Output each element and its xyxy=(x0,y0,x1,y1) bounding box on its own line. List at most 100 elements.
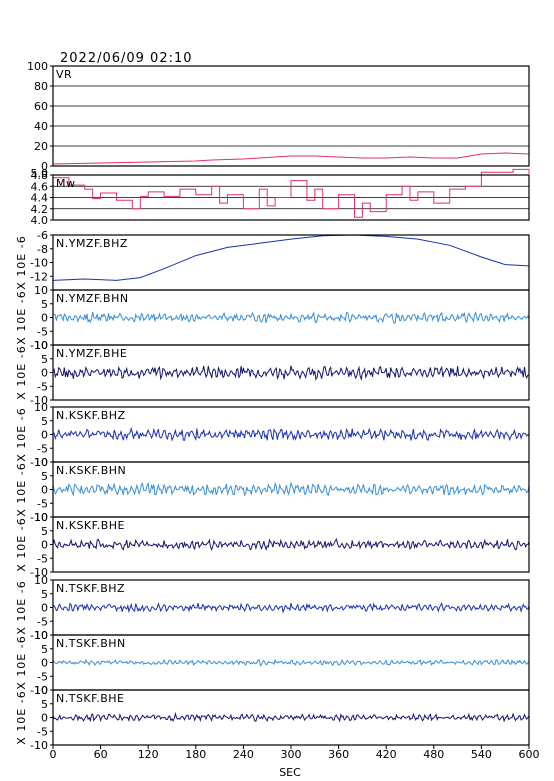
panel-label: N.TSKF.BHZ xyxy=(56,582,125,595)
x-axis: 0 60 120 180 240 300 360 420 480 540 600 xyxy=(50,745,540,761)
panel-label: N.TSKF.BHN xyxy=(56,637,126,650)
panel-label: Mw xyxy=(56,177,76,190)
series-line-mw xyxy=(53,168,530,218)
x-tick-label: 480 xyxy=(423,748,444,761)
x-tick-label: 60 xyxy=(94,748,108,761)
y-tick-label: -10 xyxy=(30,339,48,352)
y-tick-label: 0 xyxy=(41,657,48,670)
y-tick-label: -5 xyxy=(37,325,48,338)
y-tick-label: 5 xyxy=(41,698,48,711)
y-tick-label: 10 xyxy=(34,284,48,297)
y-tick-label: 0 xyxy=(41,712,48,725)
x-tick-label: 120 xyxy=(138,748,159,761)
y-unit-label: X 10E -6 xyxy=(15,517,28,571)
y-tick-label: -5 xyxy=(37,497,48,510)
y-unit-label: X 10E -6 xyxy=(15,580,28,634)
y-tick-label: -5 xyxy=(37,442,48,455)
x-tick-label: 240 xyxy=(233,748,254,761)
series-line-vr xyxy=(52,152,530,165)
x-tick-label: 180 xyxy=(185,748,206,761)
y-unit-label: X 10E -6 xyxy=(15,407,28,461)
y-tick-label: 4.0 xyxy=(31,214,49,227)
y-tick-label: 0 xyxy=(41,429,48,442)
y-tick-label: 5 xyxy=(41,415,48,428)
y-tick-label: -10 xyxy=(30,684,48,697)
y-tick-label: 80 xyxy=(34,80,48,93)
panel-vr: VR 100 80 60 40 20 0 xyxy=(27,60,530,173)
y-tick-label: 5 xyxy=(41,588,48,601)
y-tick-label: 4.2 xyxy=(31,203,49,216)
series-line-n-ymzf-bhz xyxy=(52,234,530,281)
y-tick-label: 0 xyxy=(41,484,48,497)
y-tick-label: -6 xyxy=(37,229,48,242)
y-tick-label: 10 xyxy=(34,511,48,524)
y-tick-label: 0 xyxy=(41,160,48,173)
panel-label: N.YMZF.BHZ xyxy=(56,237,128,250)
y-tick-label: 4.6 xyxy=(31,180,49,193)
y-tick-label: 5 xyxy=(41,525,48,538)
y-tick-label: -5 xyxy=(37,670,48,683)
y-tick-label: -12 xyxy=(30,270,48,283)
y-tick-label: 4.8 xyxy=(31,169,49,182)
y-tick-label: 100 xyxy=(27,60,48,73)
y-tick-label: 0 xyxy=(41,539,48,552)
series-line-n-ymzf-bhe xyxy=(52,365,530,382)
x-tick-label: 300 xyxy=(281,748,302,761)
y-unit-label: X 10E -6 xyxy=(15,462,28,516)
panel-frame xyxy=(52,65,530,167)
y-tick-label: 10 xyxy=(34,629,48,642)
y-tick-label: -10 xyxy=(30,739,48,752)
y-tick-label: -5 xyxy=(37,552,48,565)
panel-label: N.KSKF.BHN xyxy=(56,464,126,477)
y-unit-label: X 10E -6 xyxy=(15,345,28,399)
x-tick-label: 0 xyxy=(50,748,57,761)
x-tick-label: 600 xyxy=(519,748,540,761)
y-tick-label: -5 xyxy=(37,615,48,628)
y-tick-label: 20 xyxy=(34,140,48,153)
panel-label: N.TSKF.BHE xyxy=(56,692,124,705)
series-line-n-ymzf-bhn xyxy=(52,311,530,324)
y-tick-label: 10 xyxy=(34,574,48,587)
panel-n-ymzf-bhz: N.YMZF.BHZ -6-8-10-12X 10E -6 xyxy=(15,229,530,291)
panel-mw: Mw 4.84.64.44.24.0 5.0 xyxy=(31,167,530,227)
x-tick-label: 420 xyxy=(376,748,397,761)
y-tick-label: 10 xyxy=(34,401,48,414)
y-tick-label: 5.0 xyxy=(31,167,49,180)
chart-title: 2022/06/09 02:10 xyxy=(60,51,193,66)
y-tick-label: 0 xyxy=(41,367,48,380)
y-unit-label: X 10E -6 xyxy=(15,235,28,289)
y-tick-label: -10 xyxy=(30,257,48,270)
series-line-n-kskf-bhz xyxy=(52,426,530,442)
y-tick-label: 5 xyxy=(41,353,48,366)
y-unit-label: X 10E -6 xyxy=(15,290,28,344)
y-tick-label: 0 xyxy=(41,312,48,325)
y-tick-label: -10 xyxy=(30,629,48,642)
x-axis-label: SEC xyxy=(279,766,301,779)
panels-group: VR100806040200Mw4.84.64.44.24.05.0N.YMZF… xyxy=(15,60,530,752)
y-tick-label: 5 xyxy=(41,470,48,483)
panel-label: N.KSKF.BHE xyxy=(56,519,125,532)
y-tick-label: 60 xyxy=(34,100,48,113)
y-tick-label: -10 xyxy=(30,456,48,469)
y-tick-label: 10 xyxy=(34,684,48,697)
series-line-n-tskf-bhe xyxy=(52,711,530,723)
series-line-n-kskf-bhe xyxy=(52,537,530,552)
panel-n-kskf-bhn: N.KSKF.BHN 10 50-5 -10X 10E -6 xyxy=(15,456,530,524)
series-line-n-kskf-bhn xyxy=(52,481,530,497)
panel-label: N.YMZF.BHN xyxy=(56,292,129,305)
y-unit-label: X 10E -6 xyxy=(15,635,28,689)
series-line-n-tskf-bhn xyxy=(52,658,530,667)
panel-label: N.KSKF.BHZ xyxy=(56,409,126,422)
panel-label: VR xyxy=(56,68,72,81)
y-unit-label: X 10E -6 xyxy=(15,690,28,744)
y-tick-label: 0 xyxy=(41,602,48,615)
y-tick-label: -10 xyxy=(30,566,48,579)
